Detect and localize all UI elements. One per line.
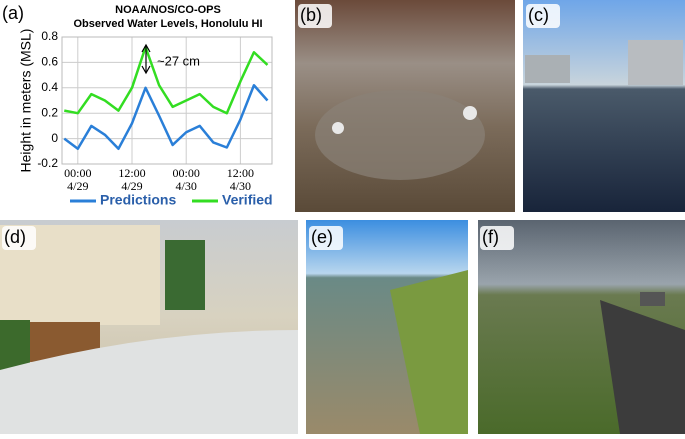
series-line [63, 84, 269, 151]
y-tick-label: 0.8 [41, 29, 58, 43]
photo-f [478, 220, 685, 434]
photo-c [523, 0, 685, 212]
panel-label-bg [298, 4, 332, 28]
x-tick-label: 12:00 4/29 [118, 166, 145, 193]
panel-label: (d) [4, 227, 26, 247]
legend-label: Verified [222, 192, 273, 208]
annotation: ~27 cm [157, 53, 200, 68]
y-tick-label: 0.6 [41, 55, 58, 69]
y-tick-label: -0.2 [37, 156, 58, 170]
plot-frame [61, 36, 273, 165]
photo-d [0, 220, 298, 434]
panel-label-bg [2, 226, 36, 250]
y-tick-label: 0 [51, 131, 58, 145]
y-tick-label: 0.4 [41, 80, 58, 94]
panel-label: (a) [2, 3, 24, 23]
photo-e [306, 220, 468, 434]
panel-label: (f) [482, 227, 499, 247]
x-tick-label: 12:00 4/30 [227, 166, 254, 193]
panel-label: (c) [528, 5, 549, 25]
annotation-arrowhead [141, 43, 151, 75]
panel-label-bg [526, 4, 560, 28]
y-axis-label: Height in meters (MSL) [18, 29, 34, 173]
chart-subtitle: Observed Water Levels, Honolulu HI [73, 18, 262, 30]
photo-b [295, 0, 515, 212]
panel-label-bg [309, 226, 343, 250]
chart-title: NOAA/NOS/CO-OPS [115, 4, 221, 16]
panel-label-bg [480, 226, 514, 250]
panel-label: (e) [311, 227, 333, 247]
panel-label: (b) [300, 5, 322, 25]
y-tick-label: 0.2 [41, 105, 58, 119]
legend-label: Predictions [100, 192, 176, 208]
x-tick-label: 00:00 4/29 [64, 166, 91, 193]
x-tick-label: 00:00 4/30 [173, 166, 200, 193]
series-line [64, 45, 269, 115]
